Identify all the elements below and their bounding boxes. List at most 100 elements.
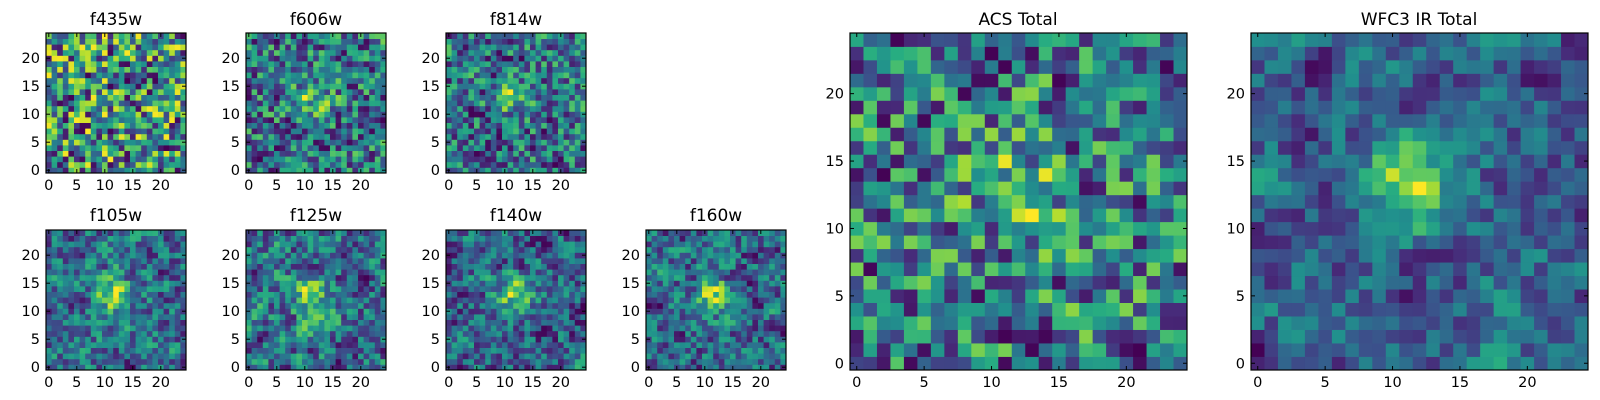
heatmap-cell xyxy=(679,342,686,348)
heatmap-cell xyxy=(257,336,264,343)
heatmap-cell xyxy=(890,194,905,209)
y-tick-label: 0 xyxy=(31,360,40,376)
heatmap-cell xyxy=(552,167,559,174)
x-tick-label: 15 xyxy=(124,375,142,391)
heatmap-cell xyxy=(746,230,753,236)
heatmap-cell xyxy=(313,111,320,118)
heatmap-cell xyxy=(774,297,781,304)
heatmap-cell xyxy=(502,122,508,129)
heatmap-cell xyxy=(96,241,103,248)
heatmap-cell xyxy=(917,262,932,277)
heatmap-cell xyxy=(68,128,75,135)
heatmap-cell xyxy=(68,77,75,84)
heatmap-cell xyxy=(513,139,520,146)
heatmap-cell xyxy=(51,38,58,45)
heatmap-cell xyxy=(174,235,181,242)
heatmap-cell xyxy=(485,77,492,84)
heatmap-cell xyxy=(763,246,770,253)
heatmap-cell xyxy=(279,230,286,236)
heatmap-cell xyxy=(696,297,703,304)
heatmap-cell xyxy=(268,246,275,253)
heatmap-cell xyxy=(358,55,364,62)
heatmap-cell xyxy=(62,117,69,123)
heatmap-cell xyxy=(713,358,720,365)
heatmap-cell xyxy=(474,319,480,326)
heatmap-cell xyxy=(246,77,252,84)
heatmap-cell xyxy=(174,139,181,146)
heatmap-cell xyxy=(507,111,514,118)
heatmap-cell xyxy=(180,72,187,79)
heatmap-cell xyxy=(268,133,275,140)
heatmap-cell xyxy=(57,49,64,56)
heatmap-cell xyxy=(496,61,503,67)
heatmap-cell xyxy=(558,241,564,248)
heatmap-cell xyxy=(158,353,164,360)
heatmap-cell xyxy=(485,297,492,304)
heatmap-cell xyxy=(262,105,269,112)
heatmap-cell xyxy=(341,66,348,73)
heatmap-cell xyxy=(146,61,153,67)
heatmap-cell xyxy=(290,291,297,298)
heatmap-cell xyxy=(374,241,381,248)
heatmap-cell xyxy=(530,319,536,326)
heatmap-cell xyxy=(369,133,376,140)
heatmap-cell xyxy=(257,347,264,354)
heatmap-cell xyxy=(752,302,759,309)
heatmap-cell xyxy=(535,49,542,56)
heatmap-cell xyxy=(57,302,64,309)
heatmap-cell xyxy=(746,286,753,292)
heatmap-cell xyxy=(152,342,159,348)
heatmap-cell xyxy=(102,246,108,253)
heatmap-cell xyxy=(569,111,576,118)
heatmap-cell xyxy=(518,319,525,326)
heatmap-cell xyxy=(541,128,548,135)
heatmap-cell xyxy=(563,230,570,236)
heatmap-cell xyxy=(174,61,181,67)
heatmap-cell xyxy=(352,297,359,304)
heatmap-cell xyxy=(569,280,576,287)
heatmap-cell xyxy=(158,302,164,309)
heatmap-cell xyxy=(341,274,348,281)
y-tick-label: 20 xyxy=(222,248,240,264)
heatmap-cell xyxy=(118,156,125,163)
heatmap-cell xyxy=(1146,248,1161,263)
heatmap-cell xyxy=(490,342,497,348)
heatmap-cell xyxy=(563,297,570,304)
heatmap-cell xyxy=(307,89,314,95)
heatmap-cell xyxy=(307,66,314,73)
heatmap-cell xyxy=(102,280,108,287)
heatmap-cell xyxy=(279,353,286,360)
heatmap-cell xyxy=(474,347,480,354)
heatmap-cell xyxy=(1065,262,1080,277)
heatmap-cell xyxy=(74,94,80,101)
heatmap-cell xyxy=(479,319,486,326)
heatmap-cell xyxy=(118,77,125,84)
heatmap-cell xyxy=(180,358,187,365)
heatmap-cell xyxy=(363,308,370,315)
heatmap-cell xyxy=(130,314,136,320)
heatmap-cell xyxy=(668,364,675,371)
heatmap-cell xyxy=(984,343,999,357)
heatmap-cell xyxy=(307,263,314,270)
heatmap-cell xyxy=(369,111,376,118)
heatmap-cell xyxy=(79,274,86,281)
heatmap-cell xyxy=(502,94,508,101)
heatmap-cell xyxy=(324,117,331,123)
heatmap-cell xyxy=(246,291,252,298)
heatmap-cell xyxy=(257,89,264,95)
heatmap-cell xyxy=(251,280,258,287)
heatmap-cell xyxy=(158,342,164,348)
heatmap-cell xyxy=(468,291,475,298)
heatmap-cell xyxy=(580,49,587,56)
heatmap-cell xyxy=(730,297,736,304)
heatmap-cell xyxy=(318,274,325,281)
heatmap-cell xyxy=(685,269,692,276)
heatmap-cell xyxy=(674,291,680,298)
heatmap-cell xyxy=(85,342,92,348)
heatmap-cell xyxy=(485,252,492,259)
heatmap-cell xyxy=(246,72,252,79)
heatmap-cell xyxy=(352,241,359,248)
heatmap-cell xyxy=(57,308,64,315)
heatmap-cell xyxy=(462,55,469,62)
heatmap-cell xyxy=(268,263,275,270)
